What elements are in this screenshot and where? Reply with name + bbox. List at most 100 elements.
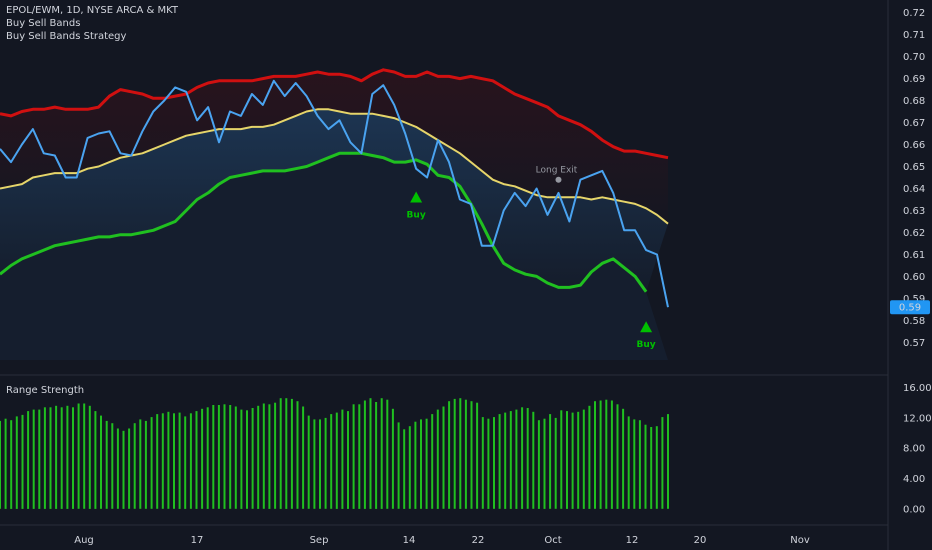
- indicator-label-2[interactable]: Buy Sell Bands Strategy: [6, 31, 127, 42]
- range-strength-bar: [319, 419, 321, 509]
- long-exit-marker: [555, 176, 562, 183]
- range-strength-bar: [49, 407, 52, 509]
- range-strength-bar: [464, 399, 467, 509]
- range-strength-bar: [94, 411, 97, 509]
- range-strength-bar: [55, 405, 58, 509]
- range-strength-bar: [386, 399, 389, 509]
- price-axis-tick: 0.67: [903, 118, 925, 129]
- range-strength-bar: [358, 404, 361, 509]
- last-price-label-box: [890, 300, 930, 315]
- range-strength-bar: [161, 413, 164, 509]
- range-strength-bar: [655, 426, 658, 509]
- buy-signal-triangle: [640, 321, 653, 333]
- buy-signal-triangle: [410, 191, 423, 203]
- range-strength-bar: [66, 405, 69, 509]
- range-strength-bar: [509, 411, 512, 509]
- range-strength-bar: [77, 403, 80, 509]
- range-strength-bar: [128, 428, 131, 509]
- range-strength-bar: [369, 398, 372, 509]
- range-strength-bar: [302, 406, 305, 509]
- time-axis-tick: 12: [626, 535, 639, 546]
- price-axis-tick: 0.64: [903, 184, 925, 195]
- range-strength-bar: [195, 411, 198, 509]
- range-strength-bar: [532, 411, 535, 509]
- range-strength-bar: [498, 414, 501, 509]
- range-strength-bar: [122, 430, 125, 509]
- range-strength-bar: [32, 409, 35, 509]
- range-strength-bar: [88, 405, 91, 509]
- range-strength-axis[interactable]: 16.00 12.00 8.00 4.00 0.00: [903, 383, 932, 515]
- range-strength-bar: [189, 413, 192, 509]
- range-strength-bar: [274, 402, 277, 509]
- range-strength-bar: [246, 410, 248, 509]
- range-strength-bar: [588, 405, 591, 509]
- range-strength-bar: [296, 401, 299, 509]
- time-axis-tick: Nov: [790, 535, 810, 546]
- range-strength-bar: [290, 398, 293, 509]
- range-strength-axis-tick: 16.00: [903, 383, 932, 394]
- price-axis-tick: 0.71: [903, 30, 925, 41]
- time-axis-tick: 17: [191, 535, 204, 546]
- long-exit-label: Long Exit: [536, 166, 578, 176]
- range-strength-bar: [431, 414, 434, 509]
- range-strength-bar: [633, 419, 636, 509]
- range-strength-bar: [627, 416, 630, 509]
- range-strength-bar: [515, 409, 518, 509]
- range-strength-bar: [667, 414, 669, 509]
- range-strength-bar: [167, 411, 170, 509]
- range-strength-bar: [240, 409, 243, 509]
- range-strength-bar: [201, 408, 204, 509]
- time-axis-tick: Sep: [310, 535, 329, 546]
- range-strength-bar: [60, 407, 63, 509]
- range-strength-bar: [537, 420, 540, 509]
- range-strength-bar: [83, 403, 86, 509]
- range-strength-bar: [156, 414, 159, 509]
- range-strength-bar: [285, 398, 288, 509]
- range-strength-bar: [72, 407, 74, 509]
- time-axis-tick: 20: [694, 535, 707, 546]
- time-axis-tick: 22: [472, 535, 485, 546]
- range-strength-bar: [335, 412, 338, 509]
- range-strength-bar: [571, 412, 574, 509]
- range-strength-bar: [363, 400, 366, 509]
- symbol-title[interactable]: EPOL/EWM, 1D, NYSE ARCA & MKT: [6, 5, 178, 16]
- range-strength-bar: [111, 423, 114, 509]
- range-strength-bar: [21, 414, 24, 509]
- range-strength-bar: [352, 404, 355, 509]
- upper-band-line: [0, 68, 669, 160]
- range-strength-bar: [307, 415, 310, 509]
- range-strength-bar: [116, 428, 119, 509]
- last-price-label-text: 0.59: [899, 303, 921, 314]
- range-strength-bar: [644, 424, 647, 509]
- range-strength-bar: [481, 417, 484, 509]
- range-strength-bar: [442, 406, 445, 509]
- time-axis-tick: 14: [403, 535, 416, 546]
- range-strength-bar: [4, 418, 7, 509]
- buy-signal-label: Buy: [407, 211, 426, 221]
- range-strength-bar: [330, 414, 333, 509]
- time-axis[interactable]: Aug 17 Sep 14 22 Oct 12 20 Nov: [74, 535, 810, 546]
- range-strength-title[interactable]: Range Strength: [6, 385, 85, 396]
- range-strength-bar: [577, 411, 580, 509]
- signal-annotations: Buy Long Exit Buy: [407, 166, 656, 351]
- range-strength-bar: [313, 419, 316, 509]
- range-strength-bar: [616, 404, 619, 509]
- time-axis-tick: Oct: [544, 535, 561, 546]
- lower-area-fill: [0, 153, 668, 360]
- price-axis[interactable]: 0.72 0.71 0.70 0.69 0.68 0.67 0.66 0.65 0.64 0.63…: [903, 8, 925, 349]
- band-fills: [0, 69, 668, 360]
- price-line: [0, 79, 669, 308]
- range-strength-bar: [223, 404, 226, 509]
- range-strength-bar: [397, 422, 400, 509]
- range-strength-bar: [543, 418, 546, 509]
- range-strength-axis-tick: 4.00: [903, 474, 925, 485]
- range-strength-bar: [638, 420, 641, 509]
- buy-signal-label: Buy: [637, 340, 656, 350]
- range-strength-bar: [173, 413, 175, 509]
- band-lines: [0, 68, 669, 308]
- range-strength-bar: [521, 407, 524, 509]
- range-strength-bar: [487, 418, 490, 509]
- indicator-label-1[interactable]: Buy Sell Bands: [6, 18, 81, 29]
- range-strength-bar: [234, 406, 237, 509]
